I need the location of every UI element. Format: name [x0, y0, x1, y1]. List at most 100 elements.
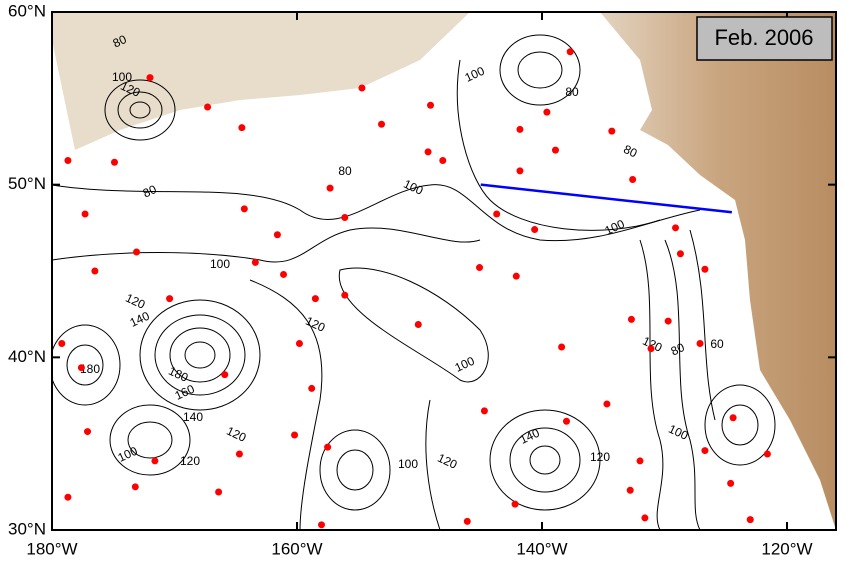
- contour-label: 180: [166, 364, 190, 385]
- observation: [641, 514, 649, 522]
- observation: [516, 167, 524, 175]
- contour-label: 100: [463, 64, 487, 85]
- observation: [511, 500, 519, 508]
- contour-label: 60: [710, 337, 724, 351]
- observation: [308, 384, 316, 392]
- contour-label: 120: [224, 424, 248, 445]
- contour-label: 80: [621, 142, 639, 160]
- contour-label: 120: [435, 451, 459, 472]
- observation: [424, 148, 432, 156]
- contour-label: 100: [453, 354, 477, 375]
- observation: [603, 400, 611, 408]
- contour-label: 100: [401, 177, 425, 198]
- section-line: [480, 183, 733, 214]
- observation: [664, 317, 672, 325]
- observation: [427, 101, 435, 109]
- observation: [215, 488, 223, 496]
- x-tick-label: 160°W: [271, 539, 322, 558]
- observation: [531, 226, 539, 234]
- observation: [763, 450, 771, 458]
- observation: [493, 210, 501, 218]
- observation: [110, 158, 118, 166]
- contour-label: 120: [180, 454, 200, 468]
- observation: [414, 321, 422, 329]
- observation: [91, 267, 99, 275]
- observation: [240, 205, 248, 213]
- observation: [463, 517, 471, 525]
- contour-label: 80: [338, 164, 352, 178]
- date-box: [696, 16, 833, 61]
- observation: [151, 457, 159, 465]
- observation: [77, 364, 85, 372]
- observation: [696, 340, 704, 348]
- land-alaska: [52, 12, 470, 150]
- observation: [64, 493, 72, 501]
- observation: [480, 407, 488, 415]
- observation: [318, 521, 325, 529]
- observation: [558, 343, 566, 351]
- contour-label: 80: [141, 182, 159, 200]
- map-title: Feb. 2006: [714, 25, 813, 50]
- map-frame: [51, 11, 837, 531]
- observation: [626, 486, 634, 494]
- observation: [238, 124, 246, 132]
- observation: [701, 447, 709, 455]
- observation: [746, 516, 754, 524]
- contour-label: 100: [116, 444, 140, 465]
- observation: [608, 127, 616, 135]
- observation: [566, 48, 574, 56]
- observation: [627, 315, 635, 323]
- contour-label: 80: [669, 340, 687, 358]
- observation: [341, 213, 349, 221]
- observation: [629, 175, 637, 183]
- observation: [516, 125, 524, 133]
- observation: [295, 340, 303, 348]
- contour-label: 100: [210, 257, 230, 271]
- observation: [341, 291, 349, 299]
- contour-label: 100: [603, 217, 627, 238]
- observation: [221, 371, 229, 379]
- contour-label: 120: [303, 314, 327, 335]
- contour-label: 80: [111, 32, 129, 50]
- contour-label: 100: [666, 422, 690, 443]
- observation: [64, 156, 72, 164]
- y-tick-label: 50°N: [8, 174, 46, 193]
- observation: [204, 103, 212, 111]
- observation: [563, 417, 570, 425]
- contour-label: 140: [183, 410, 203, 424]
- observation: [280, 270, 288, 278]
- observation: [378, 120, 386, 128]
- contour-label: 160: [173, 382, 197, 403]
- observation: [358, 84, 366, 92]
- observation: [672, 224, 680, 232]
- observation: [551, 146, 559, 154]
- observation: [326, 184, 334, 192]
- observation: [273, 231, 281, 239]
- observation: [235, 450, 243, 458]
- contour-label: 120: [590, 450, 610, 464]
- observation: [701, 265, 709, 273]
- observation: [543, 108, 551, 116]
- observation: [676, 250, 684, 258]
- observation: [81, 210, 89, 218]
- observation: [311, 295, 319, 303]
- observation: [476, 264, 484, 272]
- contour-label: 100: [112, 70, 132, 84]
- x-tick-label: 120°W: [761, 539, 812, 558]
- x-tick-label: 180°W: [26, 539, 77, 558]
- observation: [636, 457, 644, 465]
- contours: [52, 34, 776, 530]
- contour-label: 100: [398, 457, 418, 471]
- observation: [166, 295, 174, 303]
- observation: [84, 428, 92, 436]
- observation: [131, 483, 139, 491]
- y-tick-label: 40°N: [8, 347, 46, 366]
- land-north-america: [600, 12, 836, 530]
- observation: [439, 156, 447, 164]
- observation: [324, 443, 332, 451]
- observation: [146, 74, 154, 82]
- observation: [291, 431, 299, 439]
- contour-label: 80: [565, 85, 579, 99]
- y-tick-label: 60°N: [8, 1, 46, 20]
